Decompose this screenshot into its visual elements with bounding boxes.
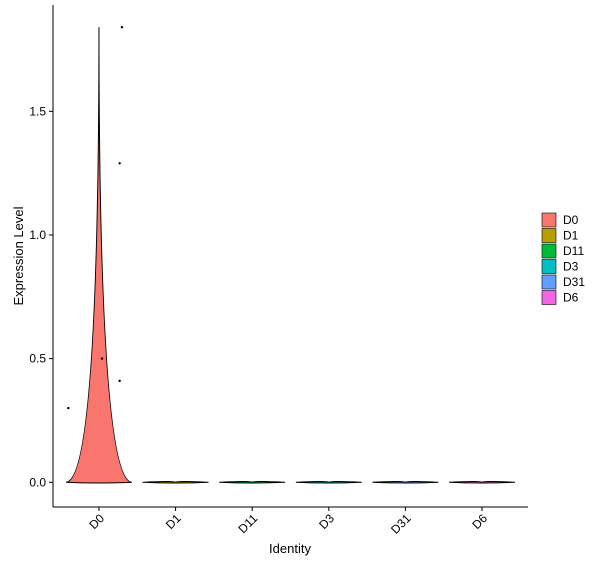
legend-label: D0 bbox=[563, 213, 579, 227]
jitter-point bbox=[120, 26, 124, 29]
legend-swatch bbox=[541, 228, 557, 243]
y-tick-label: 1.5 bbox=[29, 104, 46, 118]
x-tick-label: D31 bbox=[388, 511, 414, 537]
y-tick-label: 0.0 bbox=[29, 475, 46, 489]
x-tick-label: D6 bbox=[469, 511, 490, 532]
jitter-point bbox=[118, 162, 121, 165]
violin bbox=[219, 481, 286, 484]
x-tick-label: D1 bbox=[163, 511, 184, 532]
x-axis-label: Identity bbox=[269, 541, 311, 556]
y-tick-label: 0.5 bbox=[29, 352, 46, 366]
jitter-point bbox=[67, 406, 70, 410]
y-axis-label: Expression Level bbox=[11, 206, 26, 305]
y-tick-label: 1.0 bbox=[29, 228, 46, 242]
legend-swatch bbox=[541, 290, 557, 305]
violin bbox=[65, 27, 133, 484]
legend-swatch bbox=[541, 212, 557, 228]
legend-swatch bbox=[541, 243, 557, 259]
violin bbox=[295, 481, 362, 484]
violin bbox=[142, 481, 209, 484]
legend-label: D31 bbox=[563, 275, 585, 289]
legend-label: D1 bbox=[563, 229, 579, 243]
legend-swatch bbox=[541, 274, 557, 290]
legend-label: D11 bbox=[563, 244, 584, 258]
violin bbox=[372, 481, 439, 484]
jitter-point bbox=[118, 379, 121, 383]
legend-swatch bbox=[541, 259, 557, 274]
x-tick-label: D0 bbox=[86, 511, 107, 532]
jitter-point bbox=[100, 357, 104, 360]
legend-label: D6 bbox=[563, 291, 579, 305]
x-tick-label: D11 bbox=[235, 511, 260, 536]
violin bbox=[449, 481, 515, 484]
legend-label: D3 bbox=[563, 260, 579, 274]
x-tick-label: D3 bbox=[316, 511, 337, 532]
